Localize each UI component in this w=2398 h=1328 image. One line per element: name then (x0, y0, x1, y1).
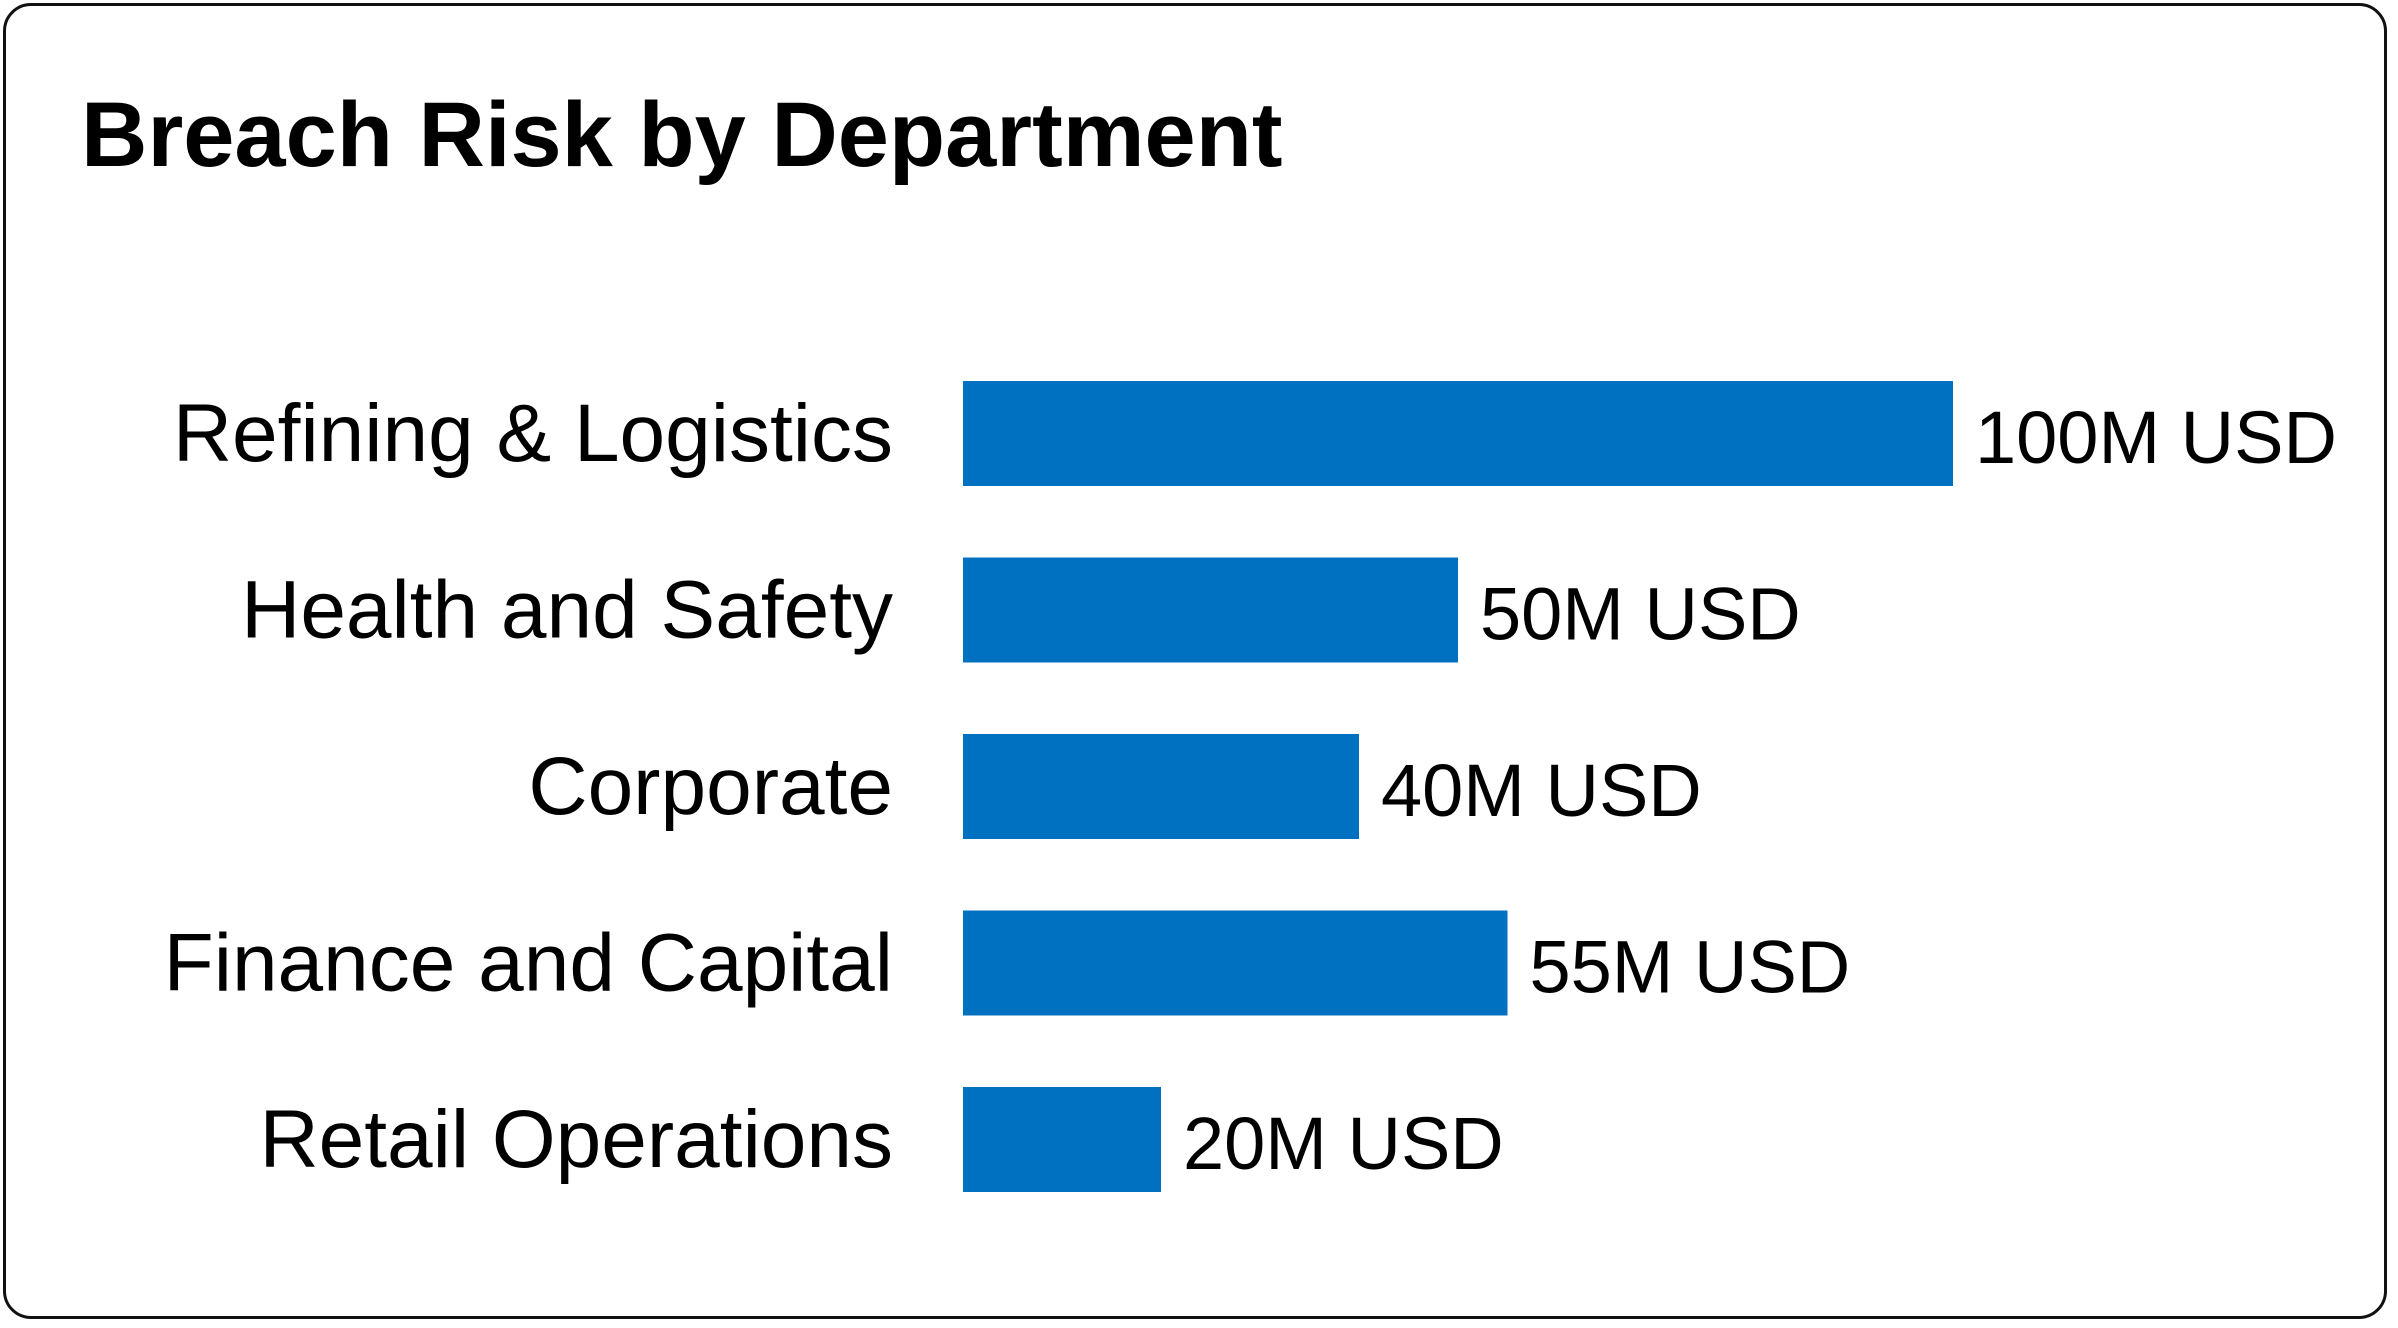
bar-3 (963, 910, 1508, 1016)
value-label-0: 100M USD (1975, 396, 2337, 479)
category-label-4: Retail Operations (259, 1094, 893, 1185)
category-label-1: Health and Safety (241, 565, 893, 656)
bar-2 (963, 734, 1359, 839)
chart-title: Breach Risk by Department (81, 84, 1283, 186)
category-label-2: Corporate (528, 741, 893, 832)
value-label-3: 55M USD (1530, 926, 1851, 1009)
bar-4 (963, 1087, 1161, 1192)
bars-layer: Refining & Logistics 100M USD Health and S… (164, 381, 2337, 1192)
value-label-4: 20M USD (1183, 1102, 1504, 1185)
bar-0 (963, 381, 1953, 486)
value-label-2: 40M USD (1381, 749, 1702, 832)
bar-1 (963, 557, 1458, 663)
value-label-1: 50M USD (1480, 573, 1801, 656)
category-label-3: Finance and Capital (164, 918, 893, 1009)
category-label-0: Refining & Logistics (173, 388, 893, 479)
